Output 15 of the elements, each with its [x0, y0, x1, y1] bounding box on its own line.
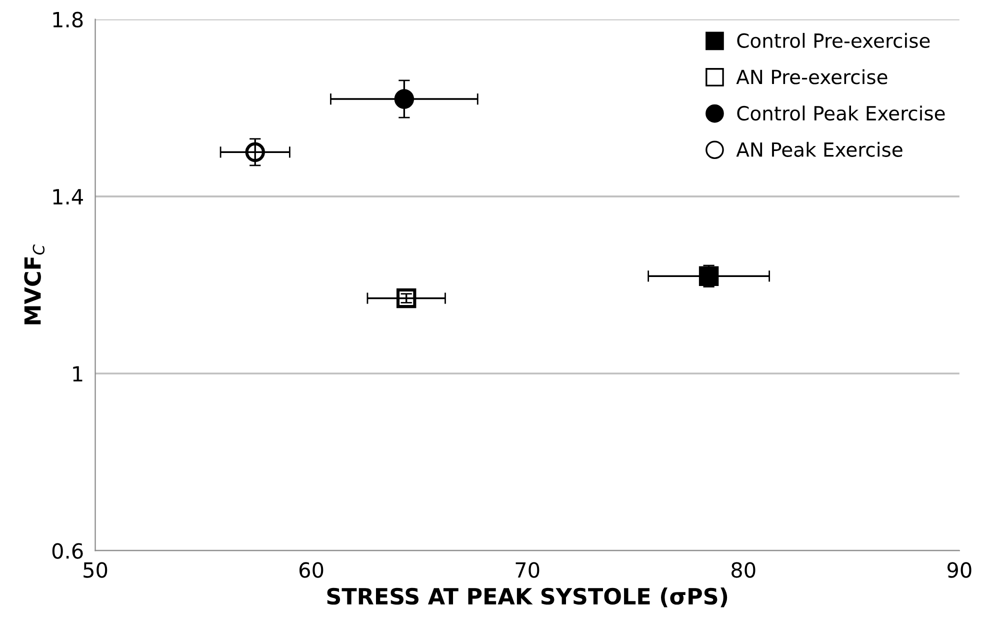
y-axis-title: MVCF$_{C}$ — [24, 244, 45, 324]
legend-label: Control Pre-exercise — [737, 32, 930, 48]
y-tick-label: 0.6 — [52, 543, 83, 559]
legend-label: AN Peak Exercise — [736, 142, 902, 157]
x-tick-label: 80 — [732, 562, 756, 578]
x-tick-label: 60 — [299, 562, 324, 578]
y-tick-label: 1.4 — [53, 189, 83, 204]
y-tick-label: 1 — [73, 366, 82, 382]
x-tick-label: 70 — [516, 562, 540, 578]
legend-label: AN Pre-exercise — [736, 69, 888, 84]
legend-label: Control Peak Exercise — [737, 106, 945, 121]
x-tick-label: 50 — [84, 562, 108, 578]
y-tick-label: 1.8 — [53, 12, 83, 28]
x-axis-title: STRESS AT PEAK SYSTOLE (σPS) — [327, 587, 728, 608]
x-tick-label: 90 — [947, 562, 972, 578]
